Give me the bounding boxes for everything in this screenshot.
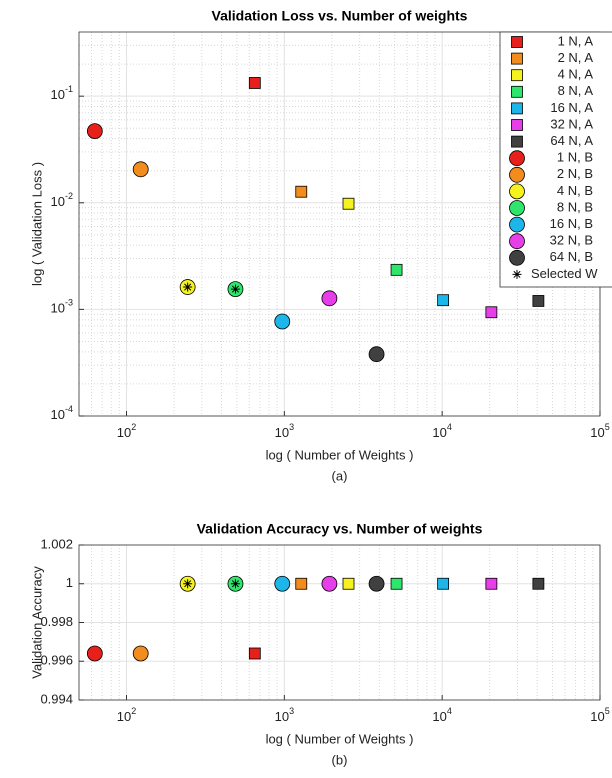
- caption: (a): [332, 468, 348, 483]
- circle-marker: [321, 575, 338, 592]
- square-marker: [295, 185, 308, 198]
- square-marker: [437, 294, 450, 307]
- y-axis-label: Validation Accuracy: [29, 566, 44, 679]
- chart-title: Validation Accuracy vs. Number of weight…: [197, 521, 483, 537]
- legend-label: Selected W: [531, 266, 598, 281]
- legend-label: 64 N, B: [550, 249, 593, 264]
- square-marker: [511, 69, 523, 82]
- legend-label: 64 N, A: [550, 133, 593, 148]
- chart-title: Validation Loss vs. Number of weights: [212, 8, 468, 24]
- circle-marker: [132, 161, 149, 178]
- legend-label: 16 N, B: [550, 216, 593, 231]
- y-tick-label: 0.996: [40, 653, 73, 668]
- y-tick-label: 10-2: [51, 191, 73, 209]
- circle-marker: [274, 575, 291, 592]
- legend-label: 16 N, A: [550, 100, 593, 115]
- circle-marker: [86, 123, 103, 140]
- y-tick-label: 1.002: [40, 536, 73, 551]
- square-marker: [532, 577, 545, 590]
- y-tick-label: 10-3: [51, 298, 73, 316]
- x-tick-label: 103: [275, 706, 294, 724]
- square-marker: [511, 52, 523, 65]
- x-tick-label: 102: [117, 422, 136, 440]
- square-marker: [342, 197, 355, 210]
- legend-label: 4 N, B: [557, 183, 593, 198]
- x-tick-label: 103: [275, 422, 294, 440]
- square-marker: [511, 102, 523, 115]
- y-tick-label: 0.994: [40, 691, 73, 706]
- square-marker: [511, 119, 523, 131]
- square-marker: [511, 85, 523, 98]
- legend-label: 1 N, A: [558, 33, 594, 48]
- legend-label: 1 N, B: [557, 150, 593, 165]
- square-marker: [532, 295, 545, 307]
- legend-label: 32 N, A: [550, 116, 593, 131]
- legend-label: 8 N, A: [558, 83, 594, 98]
- circle-marker: [509, 249, 525, 266]
- circle-marker: [509, 150, 525, 167]
- legend-label: 32 N, B: [550, 233, 593, 248]
- square-marker: [248, 77, 261, 89]
- square-marker: [342, 577, 355, 590]
- y-tick-label: 0.998: [40, 614, 73, 629]
- square-marker: [511, 135, 523, 148]
- legend-label: 8 N, B: [557, 199, 593, 214]
- circle-marker: [368, 346, 385, 363]
- legend-label: 4 N, A: [558, 67, 594, 82]
- square-marker: [485, 306, 498, 319]
- caption: (b): [332, 752, 348, 767]
- asterisk-marker: [512, 269, 522, 279]
- x-tick-label: 105: [590, 422, 609, 440]
- y-tick-label: 10-4: [51, 404, 73, 422]
- circle-marker: [274, 313, 291, 330]
- y-tick-label: 10-1: [51, 85, 73, 103]
- legend-label: 2 N, B: [557, 166, 593, 181]
- square-marker: [485, 577, 498, 590]
- circle-marker: [509, 216, 525, 233]
- x-axis-label: log ( Number of Weights ): [266, 731, 414, 746]
- square-marker: [437, 577, 450, 590]
- x-axis-label: log ( Number of Weights ): [266, 447, 414, 462]
- square-marker: [390, 577, 403, 590]
- circle-marker: [368, 575, 385, 592]
- y-tick-label: 1: [66, 575, 73, 590]
- asterisk-marker: [183, 282, 193, 292]
- circle-marker: [509, 183, 525, 200]
- square-marker: [295, 577, 308, 590]
- circle-marker: [132, 645, 149, 662]
- x-tick-label: 102: [117, 706, 136, 724]
- circle-marker: [509, 166, 525, 183]
- circle-marker: [86, 645, 103, 662]
- circle-marker: [509, 200, 525, 216]
- square-marker: [248, 647, 261, 660]
- asterisk-marker: [230, 579, 240, 589]
- asterisk-marker: [183, 579, 193, 589]
- asterisk-marker: [230, 284, 240, 294]
- legend-label: 2 N, A: [558, 50, 594, 65]
- square-marker: [390, 263, 403, 276]
- x-tick-label: 105: [590, 706, 609, 724]
- x-tick-label: 104: [432, 422, 451, 440]
- square-marker: [511, 36, 523, 48]
- y-axis-label: log ( Validation Loss ): [29, 162, 44, 286]
- circle-marker: [509, 233, 525, 250]
- circle-marker: [321, 290, 338, 307]
- axes-box: [78, 544, 601, 701]
- x-tick-label: 104: [432, 706, 451, 724]
